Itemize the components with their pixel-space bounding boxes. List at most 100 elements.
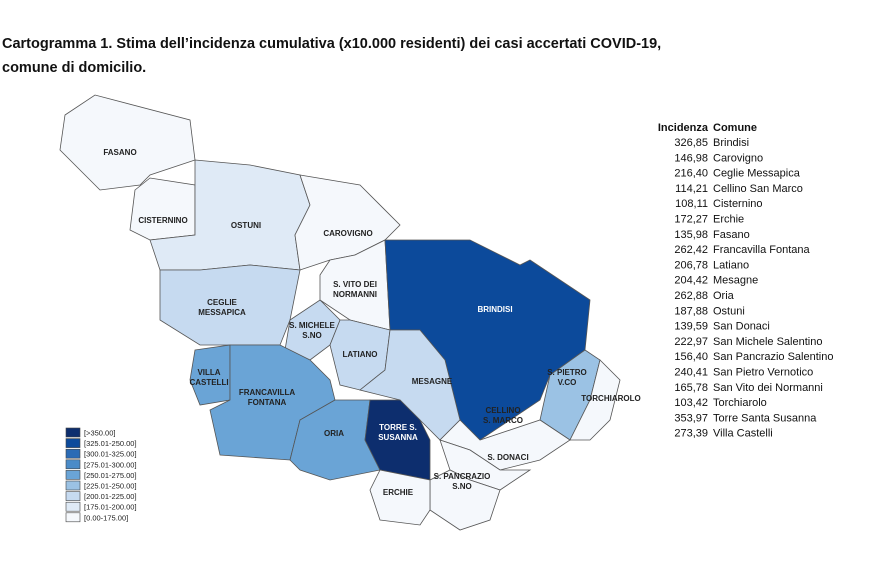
municipality-name: San Donaci <box>713 321 770 333</box>
municipality-label: S. VITO DEI <box>333 280 377 289</box>
municipality-label: S. PANCRAZIO <box>434 472 491 481</box>
municipality-label: S. MARCO <box>483 416 523 425</box>
legend-label: [275.01-300.00] <box>84 460 137 469</box>
municipality-label: LATIANO <box>343 350 378 359</box>
municipality-name: Torchiarolo <box>713 397 767 409</box>
municipality-label: CASTELLI <box>189 378 228 387</box>
municipality-label: SUSANNA <box>378 433 418 442</box>
municipality-label: S. MICHELE <box>289 321 335 330</box>
incidence-value: 156,40 <box>674 351 708 363</box>
municipality-name: Latiano <box>713 259 749 271</box>
municipality-name: San Pietro Vernotico <box>713 367 813 379</box>
incidence-value: 326,85 <box>674 137 708 149</box>
municipality-label: S.NO <box>452 482 472 491</box>
incidence-value: 240,41 <box>674 367 708 379</box>
municipality-name: Oria <box>713 290 735 302</box>
municipality-name: Cellino San Marco <box>713 183 803 195</box>
municipality-name: Villa Castelli <box>713 428 773 440</box>
incidence-value: 187,88 <box>674 305 708 317</box>
municipality-label: BRINDISI <box>477 305 512 314</box>
incidence-value: 135,98 <box>674 229 708 241</box>
incidence-value: 262,42 <box>674 244 708 256</box>
incidence-value: 206,78 <box>674 259 708 271</box>
municipality <box>429 469 501 531</box>
municipality-name: Francavilla Fontana <box>713 244 810 256</box>
legend-swatch <box>65 512 81 523</box>
legend-swatch <box>65 427 81 438</box>
municipality-label: MESSAPICA <box>198 308 246 317</box>
municipality <box>569 359 621 441</box>
municipality <box>369 469 431 526</box>
legend-swatch <box>65 448 81 459</box>
incidence-value: 273,39 <box>674 428 708 440</box>
municipality <box>364 399 431 481</box>
legend-label: [225.01-250.00] <box>84 482 137 491</box>
incidence-value: 139,59 <box>674 321 708 333</box>
legend-label: [325.01-250.00] <box>84 439 137 448</box>
municipality-label: NORMANNI <box>333 290 377 299</box>
municipality-label: CELLINO <box>485 406 520 415</box>
municipality-label: TORRE S. <box>379 423 417 432</box>
legend-swatch <box>65 480 81 491</box>
municipality-name: San Michele Salentino <box>713 336 822 348</box>
legend-label: [300.01-325.00] <box>84 450 137 459</box>
municipality-label: S.NO <box>302 331 322 340</box>
municipality-label: VILLA <box>197 368 220 377</box>
municipality-label: FONTANA <box>248 398 287 407</box>
municipality-name: Carovigno <box>713 152 763 164</box>
municipality-name: Ceglie Messapica <box>713 168 801 180</box>
municipality <box>359 329 461 441</box>
municipality-label: S. PIETRO <box>547 368 587 377</box>
legend-swatch <box>65 459 81 470</box>
municipality <box>189 344 231 406</box>
municipality-label: OSTUNI <box>231 221 261 230</box>
municipality <box>59 94 196 191</box>
municipality-label: FASANO <box>103 148 136 157</box>
municipality-label: ORIA <box>324 429 344 438</box>
legend-label: [175.01-200.00] <box>84 503 137 512</box>
incidence-value: 172,27 <box>674 214 708 226</box>
legend-swatch <box>65 470 81 480</box>
municipality-label: FRANCAVILLA <box>239 388 296 397</box>
table-header: Incidenza <box>658 122 709 134</box>
incidence-value: 216,40 <box>674 168 708 180</box>
municipality-name: Ostuni <box>713 305 745 317</box>
incidence-value: 114,21 <box>675 183 708 195</box>
municipality-name: Erchie <box>713 214 744 226</box>
municipality-name: San Vito dei Normanni <box>713 382 823 394</box>
map: FASANO CISTERNINO OSTUNI CAROVIGNO S. VITO D… <box>59 94 641 531</box>
incidence-value: 353,97 <box>674 412 708 424</box>
legend-label: [250.01-275.00] <box>84 471 137 480</box>
municipality <box>129 177 196 241</box>
legend-swatch <box>65 491 81 501</box>
municipality-label: TORCHIAROLO <box>581 394 640 403</box>
table-header: Comune <box>713 122 757 134</box>
incidence-value: 222,97 <box>674 336 708 348</box>
municipality-label: CAROVIGNO <box>323 229 372 238</box>
legend-swatch <box>65 501 81 512</box>
incidence-value: 204,42 <box>674 275 708 287</box>
legend-label: [>350.00] <box>84 429 116 438</box>
title-line: Cartogramma 1. Stima dell’incidenza cumu… <box>2 36 661 52</box>
incidence-value: 108,11 <box>675 198 708 210</box>
legend-label: [0.00-175.00] <box>84 513 128 522</box>
municipality-label: ERCHIE <box>383 488 414 497</box>
incidence-value: 262,88 <box>674 290 708 302</box>
municipality-label: S. DONACI <box>487 453 528 462</box>
municipality-label: V.CO <box>558 378 577 387</box>
municipality-name: Fasano <box>713 229 750 241</box>
incidence-value: 103,42 <box>674 397 708 409</box>
incidence-value: 165,78 <box>674 382 708 394</box>
municipality-label: MESAGNE <box>412 377 453 386</box>
municipality-name: Torre Santa Susanna <box>713 412 817 424</box>
municipality-name: Brindisi <box>713 137 749 149</box>
incidence-value: 146,98 <box>674 152 708 164</box>
municipality-name: Mesagne <box>713 275 758 287</box>
legend-label: [200.01-225.00] <box>84 492 137 501</box>
municipality-label: CISTERNINO <box>138 216 187 225</box>
legend-swatch <box>65 438 81 448</box>
municipality-label: CEGLIE <box>207 298 237 307</box>
municipality-name: Cisternino <box>713 198 763 210</box>
municipality-name: San Pancrazio Salentino <box>713 351 833 363</box>
